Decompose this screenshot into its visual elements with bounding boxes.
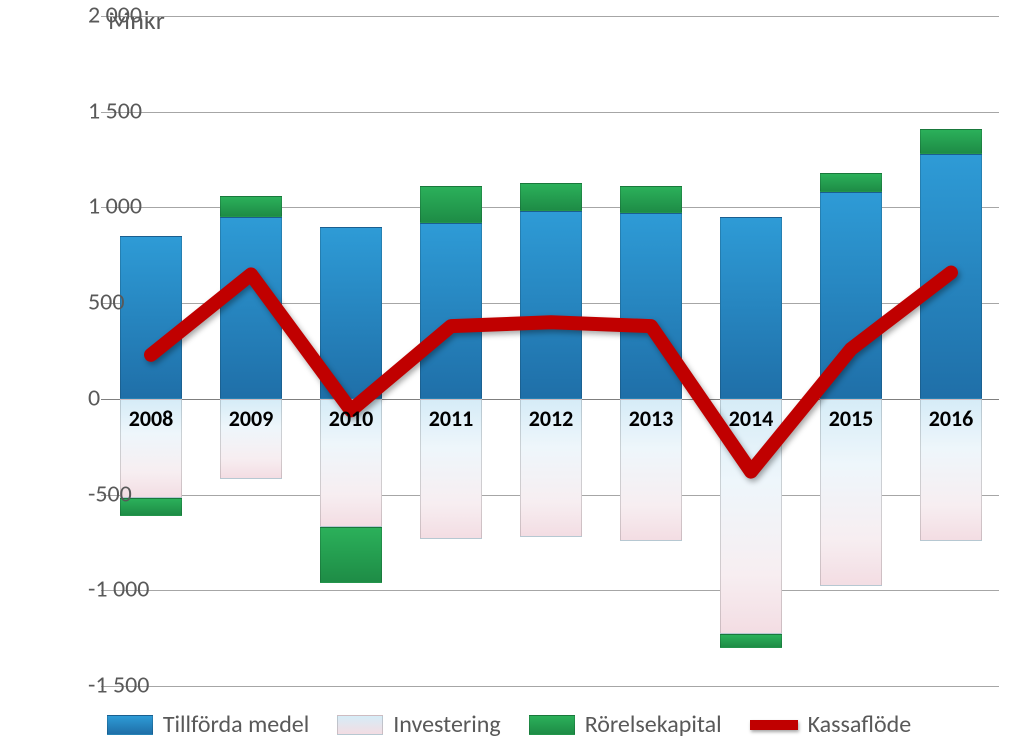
legend-item: Investering [337,710,500,739]
legend-item: Kassaflöde [750,710,912,739]
legend-label: Rörelsekapital [585,710,722,739]
x-category-label: 2013 [629,399,674,432]
x-category-label: 2014 [729,399,774,432]
legend-label: Tillförda medel [163,710,309,739]
gridline [101,686,999,687]
x-category-label: 2012 [529,399,574,432]
ytick-label: 0 [88,383,100,412]
legend-line-swatch [750,720,798,730]
ytick-label: 500 [88,288,100,317]
legend-item: Rörelsekapital [529,710,722,739]
x-labels: 2008 2009 2010 2011 2012 2013 2014 2015 2016 [101,16,999,684]
x-category-label: 2008 [129,399,174,432]
ytick-label: -1 000 [88,575,100,604]
plot-area: 2008 2009 2010 2011 2012 2013 2014 2015 2016 [100,15,1000,685]
x-category-label: 2010 [329,399,374,432]
chart-container: Mnkr 20082009201020112012201320142015201… [0,0,1018,752]
legend-swatch [107,715,153,735]
legend-swatch [529,715,575,735]
ytick-label: 1 500 [88,96,100,125]
x-category-label: 2009 [229,399,274,432]
ytick-label: -500 [88,479,100,508]
legend-label: Investering [393,710,500,739]
ytick-label: -1 500 [88,671,100,700]
ytick-label: 2 000 [88,1,100,30]
legend-label: Kassaflöde [808,710,912,739]
ytick-label: 1 000 [88,192,100,221]
x-category-label: 2016 [929,399,974,432]
x-category-label: 2015 [829,399,874,432]
x-category-label: 2011 [429,399,474,432]
legend-swatch [337,715,383,735]
legend-item: Tillförda medel [107,710,309,739]
legend: Tillförda medel Investering Rörelsekapital… [0,710,1018,739]
